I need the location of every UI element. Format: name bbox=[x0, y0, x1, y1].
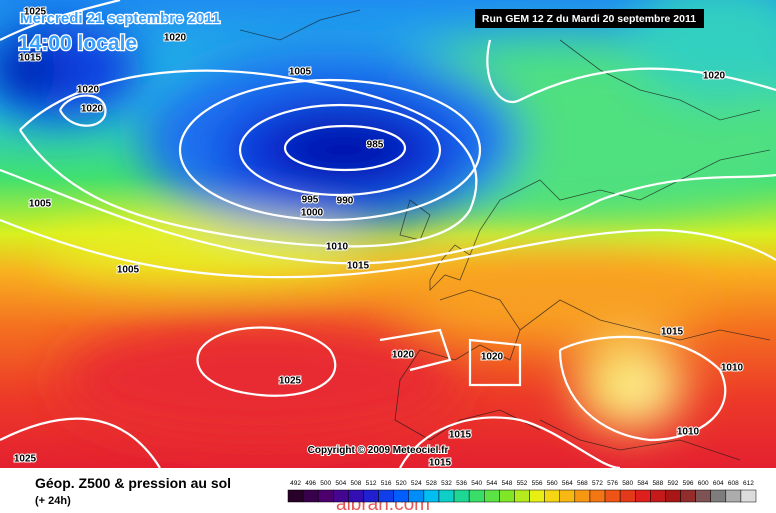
scale-label: 552 bbox=[517, 480, 528, 487]
scale-label: 560 bbox=[547, 480, 558, 487]
isobar-label: 1005 bbox=[29, 199, 52, 210]
scale-swatch bbox=[634, 489, 651, 503]
scale-swatch bbox=[589, 489, 606, 503]
scale-swatch bbox=[302, 489, 319, 503]
scale-label: 500 bbox=[320, 480, 331, 487]
isobar-label: 1010 bbox=[677, 427, 700, 438]
scale-swatch bbox=[544, 489, 560, 503]
isobar-label: 1015 bbox=[19, 53, 42, 64]
isobar-label: 1000 bbox=[301, 208, 324, 219]
isobar-label: 1015 bbox=[429, 458, 452, 469]
isobar-label: 1025 bbox=[24, 7, 47, 18]
scale-label: 544 bbox=[486, 480, 497, 487]
scale-label: 556 bbox=[532, 480, 543, 487]
date-text: Mercredi 21 septembre 2011 bbox=[20, 10, 220, 27]
scale-swatch bbox=[574, 489, 591, 503]
scale-swatch bbox=[438, 489, 455, 503]
run-text: Run GEM 12 Z du Mardi 20 septembre 2011 bbox=[482, 13, 696, 25]
scale-label: 568 bbox=[577, 480, 588, 487]
scale-swatch bbox=[665, 489, 681, 503]
isobar-label: 1005 bbox=[289, 67, 312, 78]
isobar-label: 985 bbox=[367, 140, 384, 151]
scale-swatch bbox=[604, 489, 621, 503]
scale-swatch bbox=[514, 489, 530, 503]
scale-label: 540 bbox=[471, 480, 482, 487]
legend-lead: (+ 24h) bbox=[35, 495, 71, 507]
scale-swatch bbox=[348, 489, 364, 503]
isobar-label: 1020 bbox=[703, 71, 726, 82]
scale-label: 596 bbox=[683, 480, 694, 487]
scale-swatch bbox=[287, 489, 304, 503]
scale-swatch bbox=[317, 489, 334, 503]
scale-swatch bbox=[650, 489, 666, 503]
scale-swatch bbox=[333, 489, 349, 503]
scale-swatch bbox=[363, 489, 379, 503]
scale-swatch bbox=[695, 489, 711, 503]
scale-swatch bbox=[725, 489, 742, 503]
scale-swatch bbox=[408, 489, 425, 503]
scale-label: 580 bbox=[622, 480, 633, 487]
scale-swatch bbox=[453, 489, 470, 503]
scale-swatch bbox=[378, 489, 394, 503]
scale-label: 508 bbox=[351, 480, 362, 487]
scale-label: 588 bbox=[652, 480, 663, 487]
isobar-label: 1025 bbox=[279, 376, 302, 387]
scale-label: 520 bbox=[396, 480, 407, 487]
scale-label: 548 bbox=[501, 480, 512, 487]
isobar-label: 990 bbox=[337, 196, 354, 207]
scale-swatch bbox=[484, 489, 500, 503]
scale-label: 528 bbox=[426, 480, 437, 487]
isobar-label: 1010 bbox=[721, 363, 744, 374]
scale-label: 572 bbox=[592, 480, 603, 487]
scale-label: 608 bbox=[728, 480, 739, 487]
scale-label: 516 bbox=[381, 480, 392, 487]
scale-label: 496 bbox=[305, 480, 316, 487]
scale-swatch bbox=[619, 489, 636, 503]
time-text: 14:00 locale bbox=[18, 32, 137, 55]
run-box bbox=[475, 9, 704, 28]
isobar-label: 995 bbox=[302, 195, 319, 206]
scale-label: 604 bbox=[713, 480, 724, 487]
scale-label: 584 bbox=[637, 480, 648, 487]
isobar-label: 1025 bbox=[14, 454, 37, 465]
scale-label: 532 bbox=[441, 480, 452, 487]
isobar-label: 1005 bbox=[117, 265, 140, 276]
scale-swatch bbox=[559, 489, 576, 503]
isobars bbox=[0, 0, 776, 468]
scale-label: 592 bbox=[668, 480, 679, 487]
scale-label: 576 bbox=[607, 480, 618, 487]
copyright: Copyright © 2009 Meteociel.fr bbox=[308, 445, 449, 456]
scale-label: 512 bbox=[366, 480, 377, 487]
scale-swatch bbox=[468, 489, 485, 503]
field bbox=[0, 0, 776, 468]
scale-swatch bbox=[740, 489, 757, 503]
scale-swatch bbox=[423, 489, 440, 503]
isobar-label: 1020 bbox=[481, 352, 504, 363]
legend-title: Géop. Z500 & pression au sol bbox=[35, 475, 231, 491]
scale-label: 492 bbox=[290, 480, 301, 487]
scale-swatch bbox=[393, 489, 410, 503]
scale-swatch bbox=[499, 489, 515, 503]
scale-swatch bbox=[710, 489, 727, 503]
isobar-label: 1020 bbox=[77, 85, 100, 96]
isobar-label: 1020 bbox=[164, 33, 187, 44]
scale-label: 524 bbox=[411, 480, 422, 487]
isobar-label: 1015 bbox=[347, 261, 370, 272]
isobar-label: 1015 bbox=[449, 430, 472, 441]
isobar-label: 1010 bbox=[326, 242, 349, 253]
scale-label: 564 bbox=[562, 480, 573, 487]
scale-label: 504 bbox=[335, 480, 346, 487]
isobar-label: 1015 bbox=[661, 327, 684, 338]
scale-swatch bbox=[680, 489, 696, 503]
scale-swatch bbox=[529, 489, 545, 503]
scale-label: 536 bbox=[456, 480, 467, 487]
isobar-label: 1020 bbox=[392, 350, 415, 361]
scale-label: 612 bbox=[743, 480, 754, 487]
scale-label: 600 bbox=[698, 480, 709, 487]
isobar-label: 1020 bbox=[81, 104, 104, 115]
